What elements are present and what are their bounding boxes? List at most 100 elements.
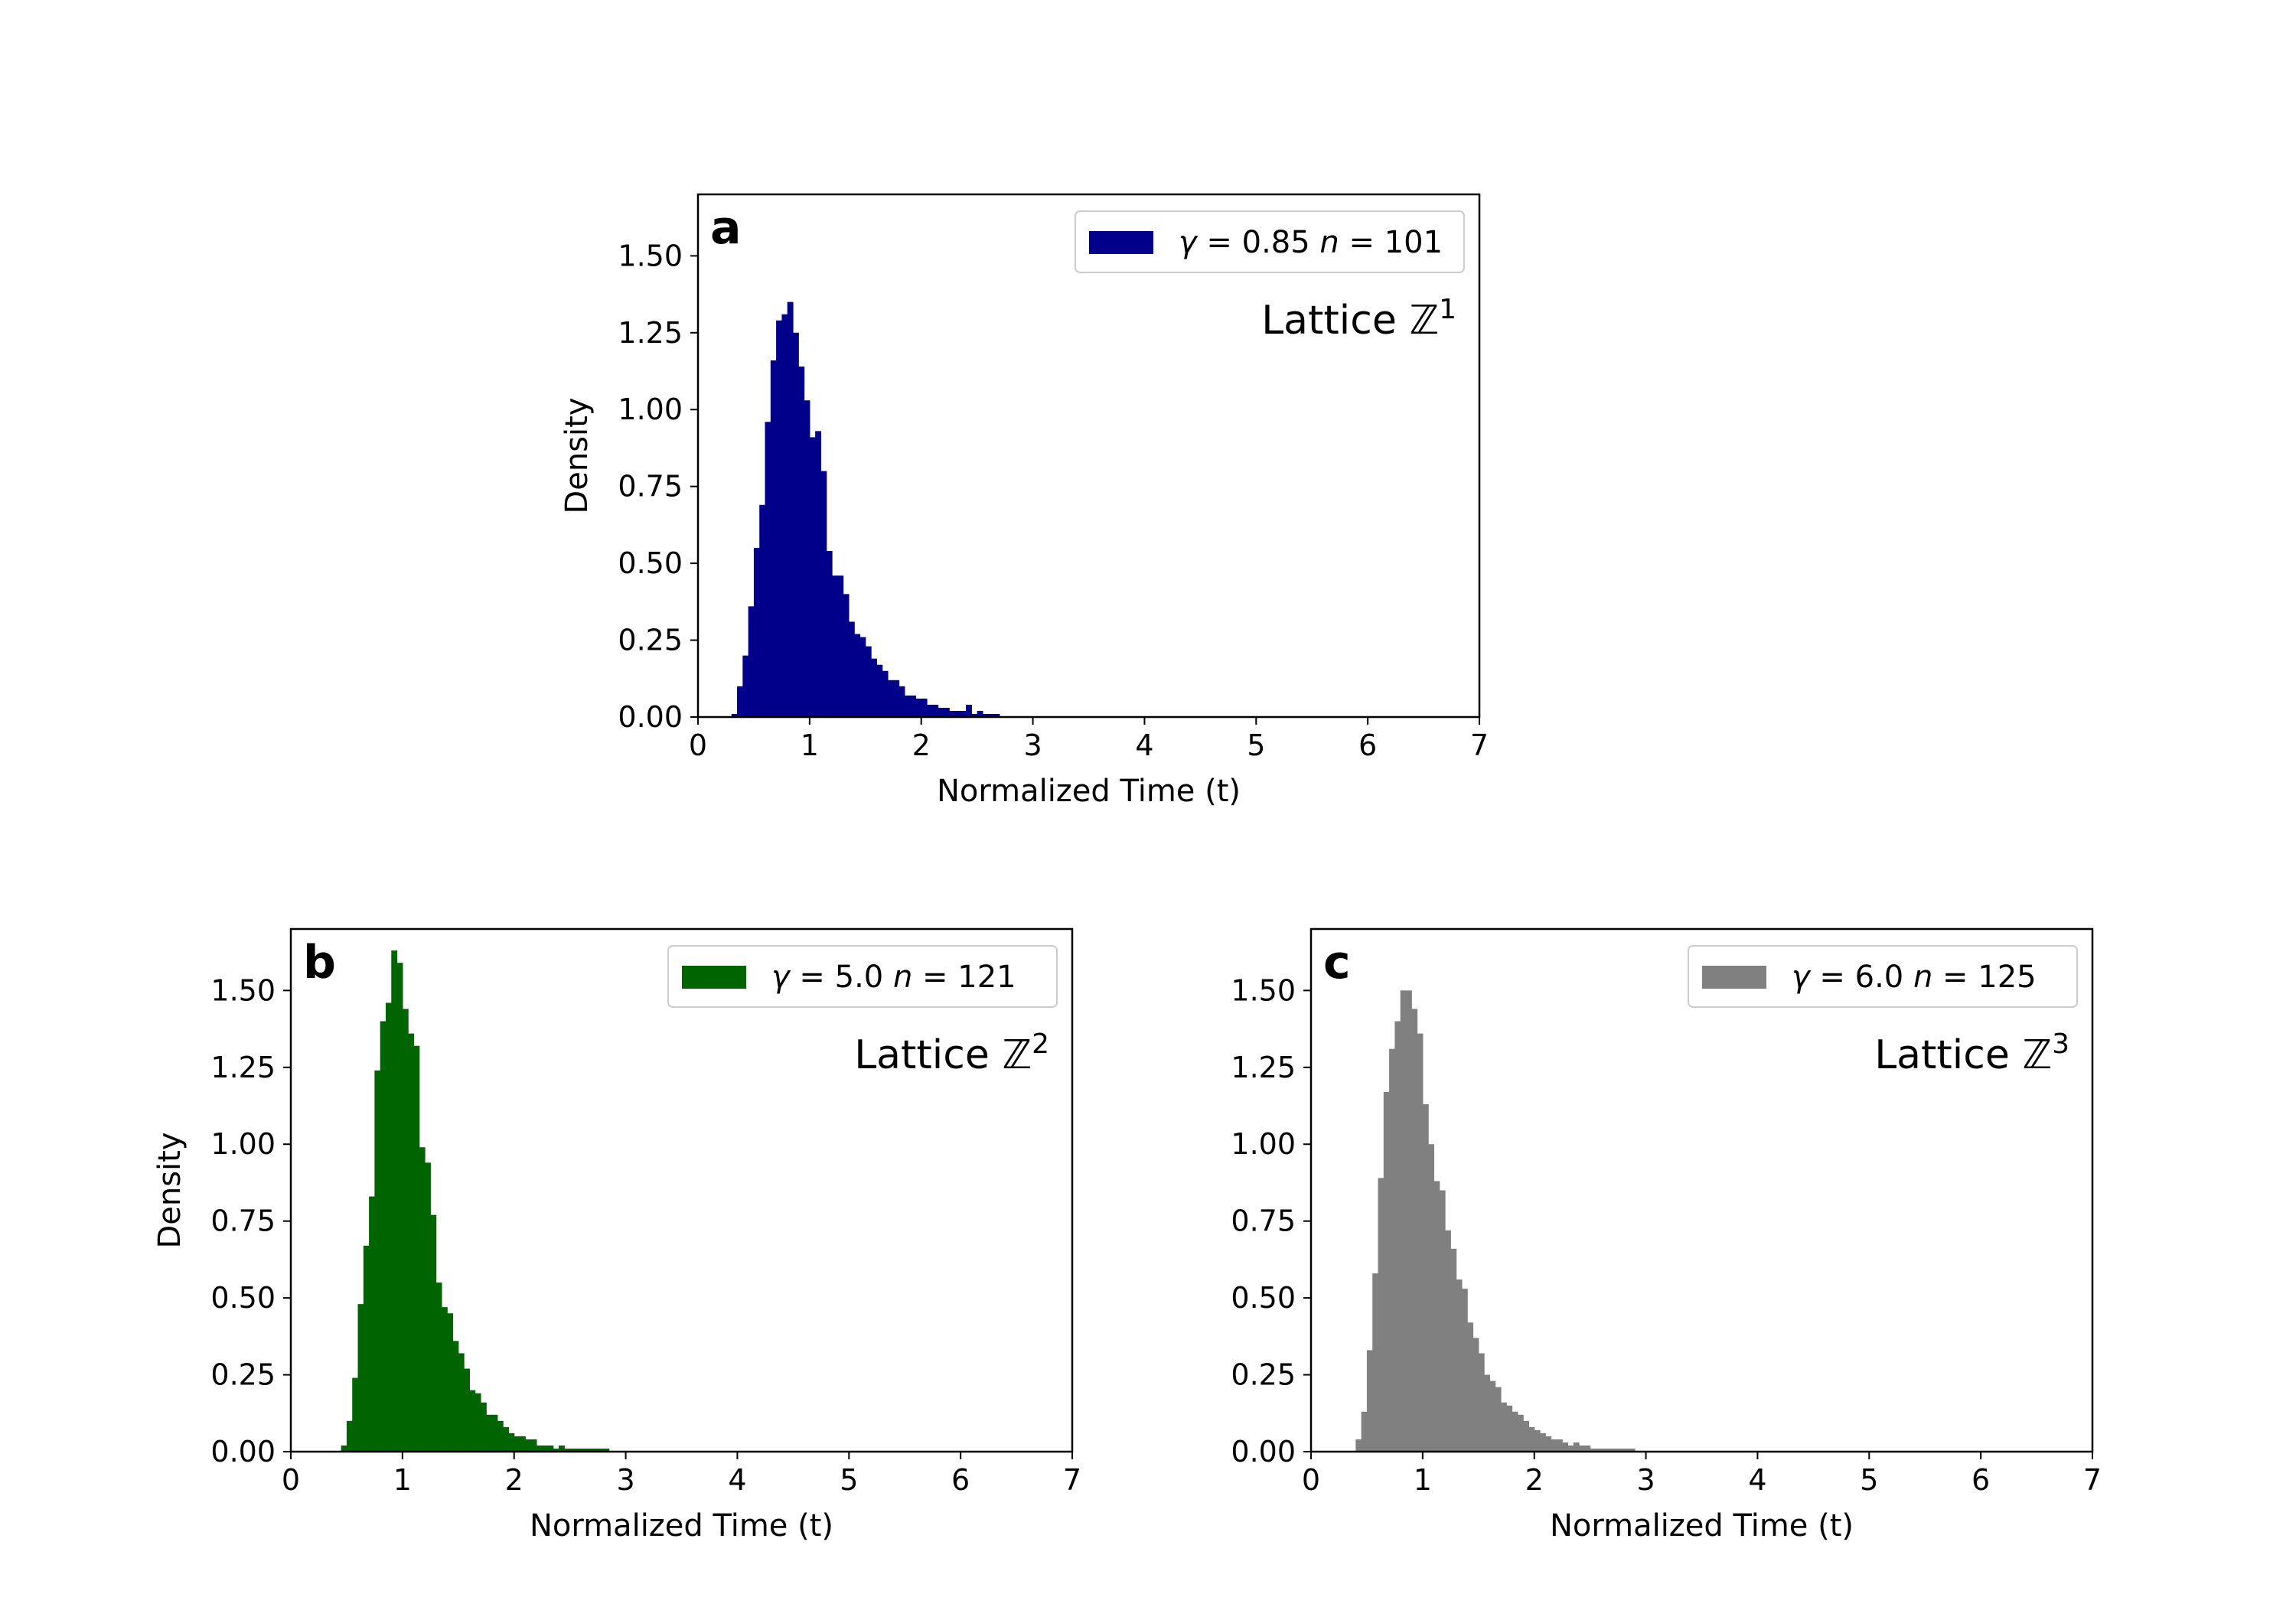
- y-tick-label: 0.00: [618, 700, 683, 734]
- histogram-bar: [938, 707, 944, 717]
- histogram-bar: [447, 1313, 454, 1452]
- histogram-bar: [1372, 1273, 1379, 1452]
- y-tick-label: 1.25: [210, 1051, 276, 1084]
- histogram-bar: [1473, 1338, 1479, 1452]
- histogram-bar: [508, 1433, 515, 1452]
- x-tick-label: 2: [1525, 1463, 1544, 1497]
- y-tick-label: 1.00: [1231, 1127, 1296, 1161]
- x-tick-label: 5: [1860, 1463, 1878, 1497]
- y-tick-label: 1.25: [618, 316, 683, 350]
- histogram-bar: [1629, 1448, 1636, 1452]
- histogram-bar: [1500, 1402, 1507, 1452]
- panel-a: 0 1 2 3 4 5 6 7 0.00 0.25 0.50 0.75 1.00 1.25 1.50 Norm…: [559, 193, 1489, 809]
- y-tick-label: 1.25: [1231, 1051, 1296, 1084]
- histogram-bar: [559, 1445, 565, 1452]
- histogram-bar: [1534, 1429, 1541, 1452]
- panel-letter: c: [1323, 936, 1351, 989]
- histogram-bar: [843, 594, 850, 717]
- histogram-bar: [859, 637, 866, 717]
- histogram-bar: [363, 1245, 370, 1452]
- histogram-bar: [520, 1436, 526, 1452]
- histogram-bar: [1417, 1033, 1424, 1452]
- histogram-bars: [1355, 990, 1636, 1452]
- histogram-bar: [1517, 1414, 1524, 1452]
- y-axis-label: Density: [152, 1132, 188, 1248]
- x-axis-label: Normalized Time (t): [937, 774, 1241, 809]
- legend: γ = 6.0 n = 125: [1688, 945, 2078, 1008]
- histogram-bar: [480, 1402, 487, 1452]
- histogram-bar: [564, 1448, 571, 1452]
- x-tick-label: 2: [912, 729, 931, 762]
- histogram-bar: [943, 707, 950, 717]
- histogram-bar: [753, 548, 760, 717]
- histogram-bar: [425, 1162, 431, 1452]
- x-axis-label: Normalized Time (t): [530, 1508, 833, 1543]
- histogram-bar: [904, 695, 911, 717]
- histogram-bars: [731, 302, 1000, 718]
- histogram-bar: [960, 710, 967, 717]
- histogram-bar: [787, 302, 794, 717]
- y-tick-label: 0.25: [1231, 1358, 1296, 1392]
- histogram-bar: [1355, 1439, 1362, 1452]
- x-tick-label: 0: [1302, 1463, 1320, 1497]
- lattice-label: Lattice ℤ2: [854, 1028, 1049, 1078]
- y-tick-label: 0.25: [618, 624, 683, 657]
- histogram-bar: [346, 1420, 353, 1452]
- x-tick-label: 1: [801, 729, 819, 762]
- histogram-bar: [977, 710, 983, 717]
- histogram-bar: [1551, 1439, 1557, 1452]
- axes-frame: [289, 927, 1074, 1453]
- histogram-bar: [1618, 1448, 1624, 1452]
- histogram-bar: [1495, 1387, 1502, 1452]
- histogram-bar: [988, 713, 995, 717]
- histogram-bar: [932, 704, 939, 717]
- y-tick-label: 1.00: [210, 1127, 276, 1161]
- histogram-bar: [458, 1353, 465, 1452]
- x-tick-label: 3: [616, 1463, 634, 1497]
- histogram-bar: [408, 1033, 415, 1452]
- histogram-bar: [899, 686, 905, 717]
- x-tick-label: 1: [1414, 1463, 1432, 1497]
- histogram-bar: [553, 1448, 559, 1452]
- panel-letter: a: [710, 201, 742, 255]
- histogram-bar: [452, 1341, 459, 1452]
- histogram-bar: [798, 366, 805, 717]
- histogram-bar: [1612, 1448, 1619, 1452]
- y-axis-label: Density: [559, 397, 595, 513]
- histogram-bar: [982, 713, 989, 717]
- histogram-bar: [396, 963, 403, 1452]
- legend-label: γ = 5.0 n = 121: [771, 960, 1016, 995]
- histogram-bar: [1361, 1411, 1368, 1452]
- histogram-bar: [592, 1448, 598, 1452]
- histogram-bar: [430, 1214, 437, 1452]
- histogram-bar: [530, 1439, 537, 1452]
- histogram-bar: [419, 1147, 426, 1452]
- histogram-bar: [882, 670, 889, 717]
- histogram-bar: [1450, 1248, 1457, 1452]
- histogram-bar: [910, 695, 917, 717]
- histogram-bar: [927, 704, 933, 717]
- histogram-bar: [826, 551, 833, 717]
- histogram-bar: [380, 1021, 386, 1452]
- histogram-bar: [949, 710, 956, 717]
- histogram-bar: [804, 400, 810, 717]
- histogram-bar: [854, 634, 861, 717]
- histogram-bar: [876, 664, 883, 717]
- x-axis-label: Normalized Time (t): [1550, 1508, 1854, 1543]
- histogram-bar: [1562, 1442, 1569, 1452]
- legend-swatch: [1702, 966, 1766, 989]
- x-tick-label: 4: [1135, 729, 1153, 762]
- histogram-bar: [1601, 1448, 1608, 1452]
- x-tick-label: 4: [728, 1463, 746, 1497]
- lattice-label: Lattice ℤ1: [1261, 294, 1456, 344]
- histogram-bar: [1378, 1178, 1384, 1452]
- x-tick-label: 0: [689, 729, 707, 762]
- histogram-bar: [369, 1196, 375, 1452]
- x-tick-label: 3: [1636, 1463, 1655, 1497]
- histogram-bar: [742, 655, 749, 717]
- histogram-bar: [993, 713, 1000, 717]
- legend-label: γ = 6.0 n = 125: [1792, 960, 2037, 995]
- histogram-bar: [871, 658, 877, 717]
- histogram-bar: [893, 680, 900, 717]
- x-tick-label: 1: [393, 1463, 412, 1497]
